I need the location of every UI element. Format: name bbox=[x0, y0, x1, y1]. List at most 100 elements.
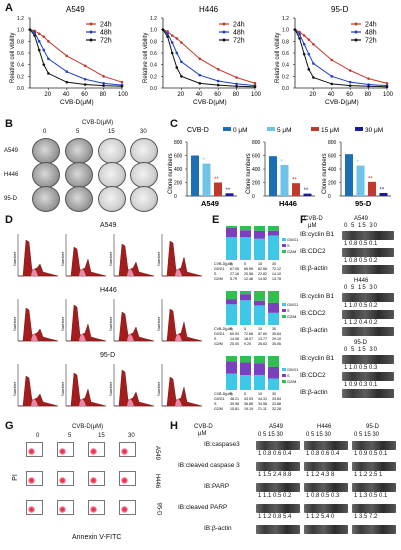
blot-band-label: IB:CDC2 bbox=[300, 310, 326, 317]
blot-band bbox=[352, 525, 396, 534]
stacked-bar-segment bbox=[268, 291, 279, 303]
flow-dot-plot bbox=[26, 442, 43, 457]
flow-dot-plot bbox=[119, 471, 136, 486]
data-point bbox=[65, 54, 69, 58]
blot-quant: 1 1.2 2.5 1 bbox=[354, 472, 383, 478]
stacked-bar-segment bbox=[254, 238, 265, 260]
blot-band bbox=[304, 525, 348, 534]
colony-dose-15: 15 bbox=[108, 129, 115, 135]
table-header: 5 bbox=[244, 392, 246, 396]
data-point bbox=[330, 82, 334, 86]
legend-label: G0/G1 bbox=[287, 303, 298, 307]
data-point bbox=[28, 28, 32, 31]
legend-marker bbox=[222, 38, 226, 42]
legend-swatch bbox=[282, 380, 286, 383]
data-point bbox=[166, 35, 169, 38]
legend-swatch bbox=[282, 244, 286, 247]
legend-label: 48h bbox=[365, 30, 377, 37]
colony-dish bbox=[65, 162, 93, 188]
histogram-s-phase bbox=[31, 334, 38, 341]
stacked-bar-segment bbox=[254, 230, 265, 239]
blot-quant: 1 0.8 0.5 0.2 bbox=[344, 258, 378, 264]
data-point bbox=[302, 42, 306, 46]
histogram-s-phase bbox=[31, 269, 38, 276]
data-point bbox=[216, 68, 220, 71]
x-tick-label: 80 bbox=[233, 92, 240, 98]
table-cell: 20.58 bbox=[244, 272, 253, 276]
table-cell: 18.07 bbox=[244, 337, 253, 341]
blot-band-label: IB:CDC2 bbox=[300, 248, 326, 255]
blot-band-label: IB:cyclin B1 bbox=[300, 293, 334, 300]
blot-quant: 1 1.3 0.5 0.1 bbox=[354, 493, 388, 499]
y-tick-label: 0.4 bbox=[150, 63, 157, 69]
blot-band bbox=[352, 504, 396, 513]
table-header: 0 bbox=[230, 327, 232, 331]
y-tick-label: 0 bbox=[174, 194, 177, 200]
histogram bbox=[66, 304, 107, 342]
y-axis-label: Relative cell vibility bbox=[275, 33, 281, 83]
data-point bbox=[120, 80, 124, 84]
data-point bbox=[235, 82, 238, 86]
legend-swatch bbox=[282, 250, 286, 253]
hist-row-95d: 95-D bbox=[100, 352, 116, 359]
data-point bbox=[170, 41, 174, 44]
blot-band bbox=[342, 293, 394, 302]
panel-label-g: G bbox=[5, 420, 14, 432]
blot-quant: 1 1.2 0.8 5.4 bbox=[258, 514, 292, 520]
x-tick-label: 60 bbox=[346, 92, 353, 98]
table-cell: 28.63 bbox=[258, 342, 267, 346]
data-point bbox=[47, 57, 50, 61]
colony-row-h446: H446 bbox=[4, 172, 19, 178]
table-cell: 36.88 bbox=[244, 402, 253, 406]
y-tick-label: 600 bbox=[174, 154, 183, 160]
data-point bbox=[175, 37, 179, 40]
flow-dot-plot bbox=[88, 442, 105, 457]
y-tick-label: 0.0 bbox=[150, 86, 157, 92]
panel-g-flow-cytometry: CVB-D(μM) 0 5 15 30 PI Annexin V-FITC A5… bbox=[12, 424, 172, 550]
table-cell: 9.25 bbox=[244, 342, 251, 346]
table-header: CVB-D(μM) bbox=[214, 392, 233, 396]
significance-mark: * bbox=[203, 158, 206, 164]
y-tick-label: 1.0 bbox=[17, 28, 24, 34]
legend-label: 30 μM bbox=[365, 127, 383, 134]
blot-band bbox=[342, 372, 394, 381]
stacked-bar-segment bbox=[240, 356, 251, 363]
table-cell: S bbox=[214, 337, 217, 341]
bar bbox=[368, 181, 376, 196]
legend-label: 72h bbox=[100, 38, 112, 45]
colony-dish bbox=[98, 162, 126, 188]
blot-quant: 1 1.5 2.4 8.8 bbox=[258, 472, 292, 478]
colony-dish bbox=[98, 138, 126, 164]
blot-band-label: IB:caspase3 bbox=[204, 441, 240, 448]
table-cell: 32.28 bbox=[272, 407, 281, 411]
x-tick-label: 100 bbox=[383, 92, 394, 98]
y-tick-label: 400 bbox=[174, 167, 183, 173]
table-header: 30 bbox=[272, 392, 276, 396]
hist-y-label: Number bbox=[60, 251, 65, 266]
colony-dose-header: CVB-D(μM) bbox=[82, 120, 114, 126]
y-tick-label: 600 bbox=[328, 154, 337, 160]
stacked-bar-segment bbox=[240, 291, 251, 295]
chart-title: A549 bbox=[66, 5, 85, 14]
stacked-bar-segment bbox=[254, 226, 265, 231]
flow-row-h446: H446 bbox=[154, 473, 161, 489]
blot-h-cell-a549: A549 bbox=[269, 424, 284, 430]
legend-marker bbox=[89, 30, 93, 34]
colony-dose-5: 5 bbox=[76, 129, 80, 135]
stacked-bar-segment bbox=[268, 366, 279, 379]
table-header: 15 bbox=[258, 327, 262, 331]
histogram bbox=[114, 243, 155, 277]
table-cell: 19.19 bbox=[244, 407, 253, 411]
blot-h-doses: 0 5 15 30 bbox=[354, 432, 380, 438]
blot-cell-label: A549 bbox=[354, 216, 369, 222]
blot-band-label: IB:β-actin bbox=[300, 327, 328, 334]
colony-dish bbox=[32, 138, 60, 164]
table-cell: 72.68 bbox=[244, 332, 253, 336]
table-cell: G0/G1 bbox=[214, 332, 225, 336]
table-cell: 66.96 bbox=[244, 267, 253, 271]
data-point bbox=[65, 70, 69, 73]
histogram bbox=[162, 240, 203, 277]
hist-y-label: Number bbox=[108, 316, 113, 331]
data-point bbox=[216, 79, 220, 83]
blot-dose-header: 0 5 15 30 bbox=[344, 347, 379, 353]
